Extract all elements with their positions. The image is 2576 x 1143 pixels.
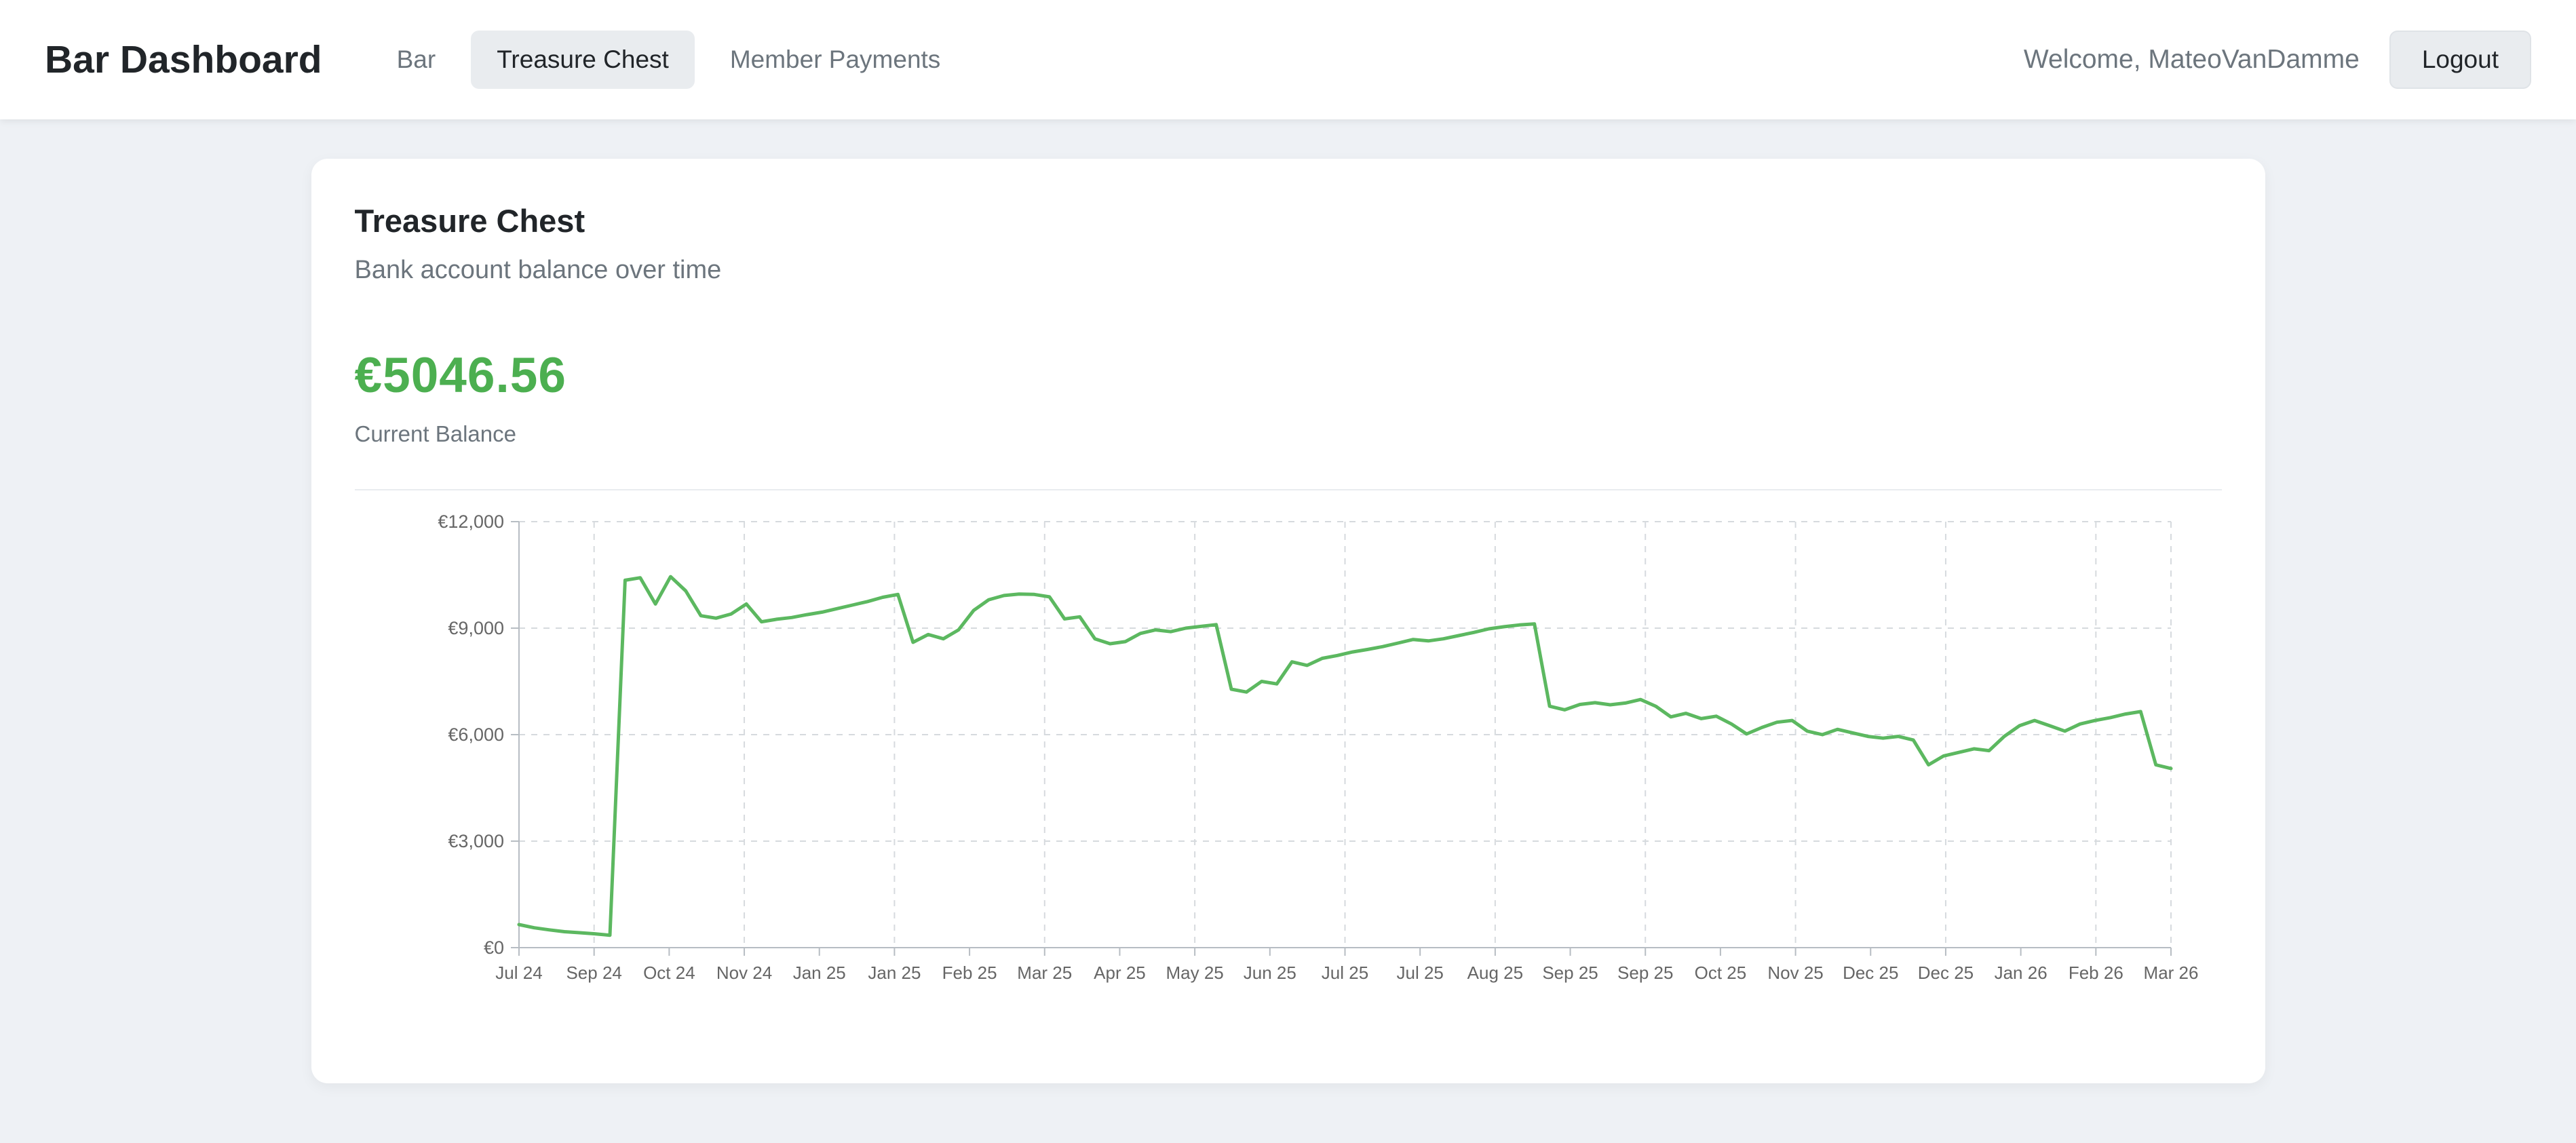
treasure-chest-card: Treasure Chest Bank account balance over… bbox=[311, 159, 2265, 1083]
svg-text:Aug 25: Aug 25 bbox=[1467, 963, 1522, 983]
svg-text:Jul 25: Jul 25 bbox=[1321, 963, 1368, 983]
nav-tab-member-payments[interactable]: Member Payments bbox=[729, 45, 941, 73]
nav-tab-bar[interactable]: Bar bbox=[396, 45, 436, 73]
navbar: Bar Dashboard Bar Treasure Chest Member … bbox=[0, 0, 2576, 119]
current-balance-label: Current Balance bbox=[354, 421, 516, 446]
svg-text:Mar 25: Mar 25 bbox=[1017, 963, 1072, 983]
svg-text:Nov 24: Nov 24 bbox=[716, 963, 771, 983]
card-title: Treasure Chest bbox=[354, 203, 585, 239]
svg-text:Jan 26: Jan 26 bbox=[1994, 963, 2047, 983]
svg-text:Oct 24: Oct 24 bbox=[643, 963, 695, 983]
svg-text:€0: €0 bbox=[483, 937, 503, 958]
nav-tab-treasure-chest[interactable]: Treasure Chest bbox=[471, 31, 695, 89]
nav-tabs: Bar Treasure Chest Member Payments bbox=[371, 31, 967, 89]
svg-text:Sep 25: Sep 25 bbox=[1617, 963, 1673, 983]
svg-text:€6,000: €6,000 bbox=[448, 724, 504, 745]
svg-text:Nov 25: Nov 25 bbox=[1767, 963, 1823, 983]
svg-text:Feb 26: Feb 26 bbox=[2068, 963, 2123, 983]
chart-container: €0 €3,000 €6,000 €9,000 €12,000 Jul 24 Sep 24 O… bbox=[355, 508, 2222, 1030]
svg-text:Sep 25: Sep 25 bbox=[1542, 963, 1598, 983]
svg-text:Apr 25: Apr 25 bbox=[1094, 963, 1146, 983]
brand-link[interactable]: Bar Dashboard bbox=[45, 38, 322, 81]
svg-text:Jan 25: Jan 25 bbox=[868, 963, 921, 983]
svg-text:Dec 25: Dec 25 bbox=[1843, 963, 1898, 983]
svg-text:Jan 25: Jan 25 bbox=[792, 963, 845, 983]
svg-text:Mar 26: Mar 26 bbox=[2143, 963, 2198, 983]
svg-text:Sep 24: Sep 24 bbox=[566, 963, 621, 983]
svg-text:€12,000: €12,000 bbox=[438, 511, 504, 532]
balance-chart: €0 €3,000 €6,000 €9,000 €12,000 Jul 24 Sep 24 O… bbox=[438, 511, 2198, 983]
navbar-right: Welcome, MateoVanDamme Logout bbox=[2024, 31, 2531, 89]
svg-text:€9,000: €9,000 bbox=[448, 618, 504, 638]
welcome-text: Welcome, MateoVanDamme bbox=[2023, 45, 2360, 74]
svg-text:Jul 25: Jul 25 bbox=[1396, 963, 1443, 983]
svg-text:Jun 25: Jun 25 bbox=[1243, 963, 1296, 983]
svg-text:Dec 25: Dec 25 bbox=[1917, 963, 1973, 983]
card-subtitle: Bank account balance over time bbox=[354, 256, 722, 284]
svg-text:May 25: May 25 bbox=[1166, 963, 1223, 983]
logout-button[interactable]: Logout bbox=[2389, 31, 2531, 89]
svg-text:Feb 25: Feb 25 bbox=[942, 963, 997, 983]
current-balance-value: €5046.56 bbox=[354, 348, 566, 403]
divider bbox=[354, 489, 2222, 490]
svg-text:€3,000: €3,000 bbox=[448, 831, 504, 851]
svg-text:Oct 25: Oct 25 bbox=[1694, 963, 1746, 983]
svg-text:Jul 24: Jul 24 bbox=[495, 963, 542, 983]
